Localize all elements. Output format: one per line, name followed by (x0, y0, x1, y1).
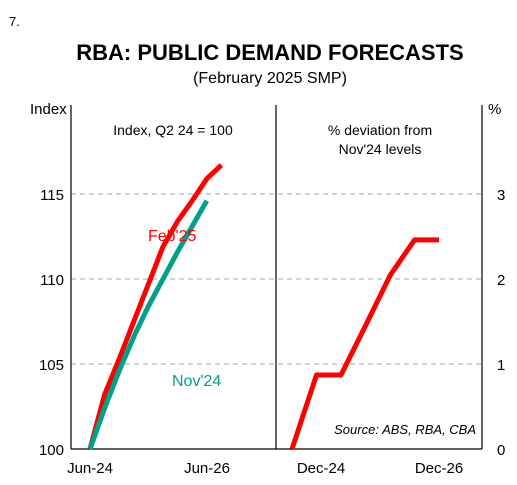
y-left-ticks: 100 105 110 115 (39, 187, 64, 459)
line-feb25-index (87, 163, 224, 450)
left-panel-annotation: Index, Q2 24 = 100 (113, 122, 233, 138)
series-label-feb25: Feb'25 (148, 228, 197, 245)
y-right-tick-0: 0 (497, 442, 505, 459)
x-tick-jun26: Jun-26 (184, 460, 230, 477)
line-nov24-index (87, 199, 209, 450)
chart-title: RBA: PUBLIC DEMAND FORECASTS (76, 40, 463, 65)
x-tick-dec24: Dec-24 (297, 460, 345, 477)
x-tick-jun24: Jun-24 (67, 460, 113, 477)
y-left-tick-115: 115 (40, 187, 64, 204)
gridlines (71, 193, 482, 365)
x-tick-dec26: Dec-26 (415, 460, 463, 477)
y-right-label: % (488, 101, 501, 118)
chart-subtitle: (February 2025 SMP) (193, 70, 347, 87)
series-lines (87, 163, 439, 450)
y-left-tick-110: 110 (40, 272, 64, 289)
y-left-tick-100: 100 (39, 442, 64, 459)
right-panel-annotation-line1: % deviation from (328, 122, 432, 138)
y-right-ticks: 0 1 2 3 (497, 187, 505, 459)
series-label-nov24: Nov'24 (172, 373, 221, 390)
figure-number: 7. (9, 14, 20, 29)
y-left-tick-105: 105 (39, 357, 64, 374)
y-right-tick-3: 3 (497, 187, 505, 204)
y-left-label: Index (30, 101, 67, 118)
source-note: Source: ABS, RBA, CBA (334, 422, 476, 437)
x-ticks: Jun-24 Jun-26 Dec-24 Dec-26 (67, 460, 463, 477)
line-feb25-deviation (289, 237, 439, 450)
y-right-tick-1: 1 (497, 357, 505, 374)
right-panel-annotation-line2: Nov'24 levels (339, 141, 422, 157)
y-right-tick-2: 2 (497, 272, 505, 289)
